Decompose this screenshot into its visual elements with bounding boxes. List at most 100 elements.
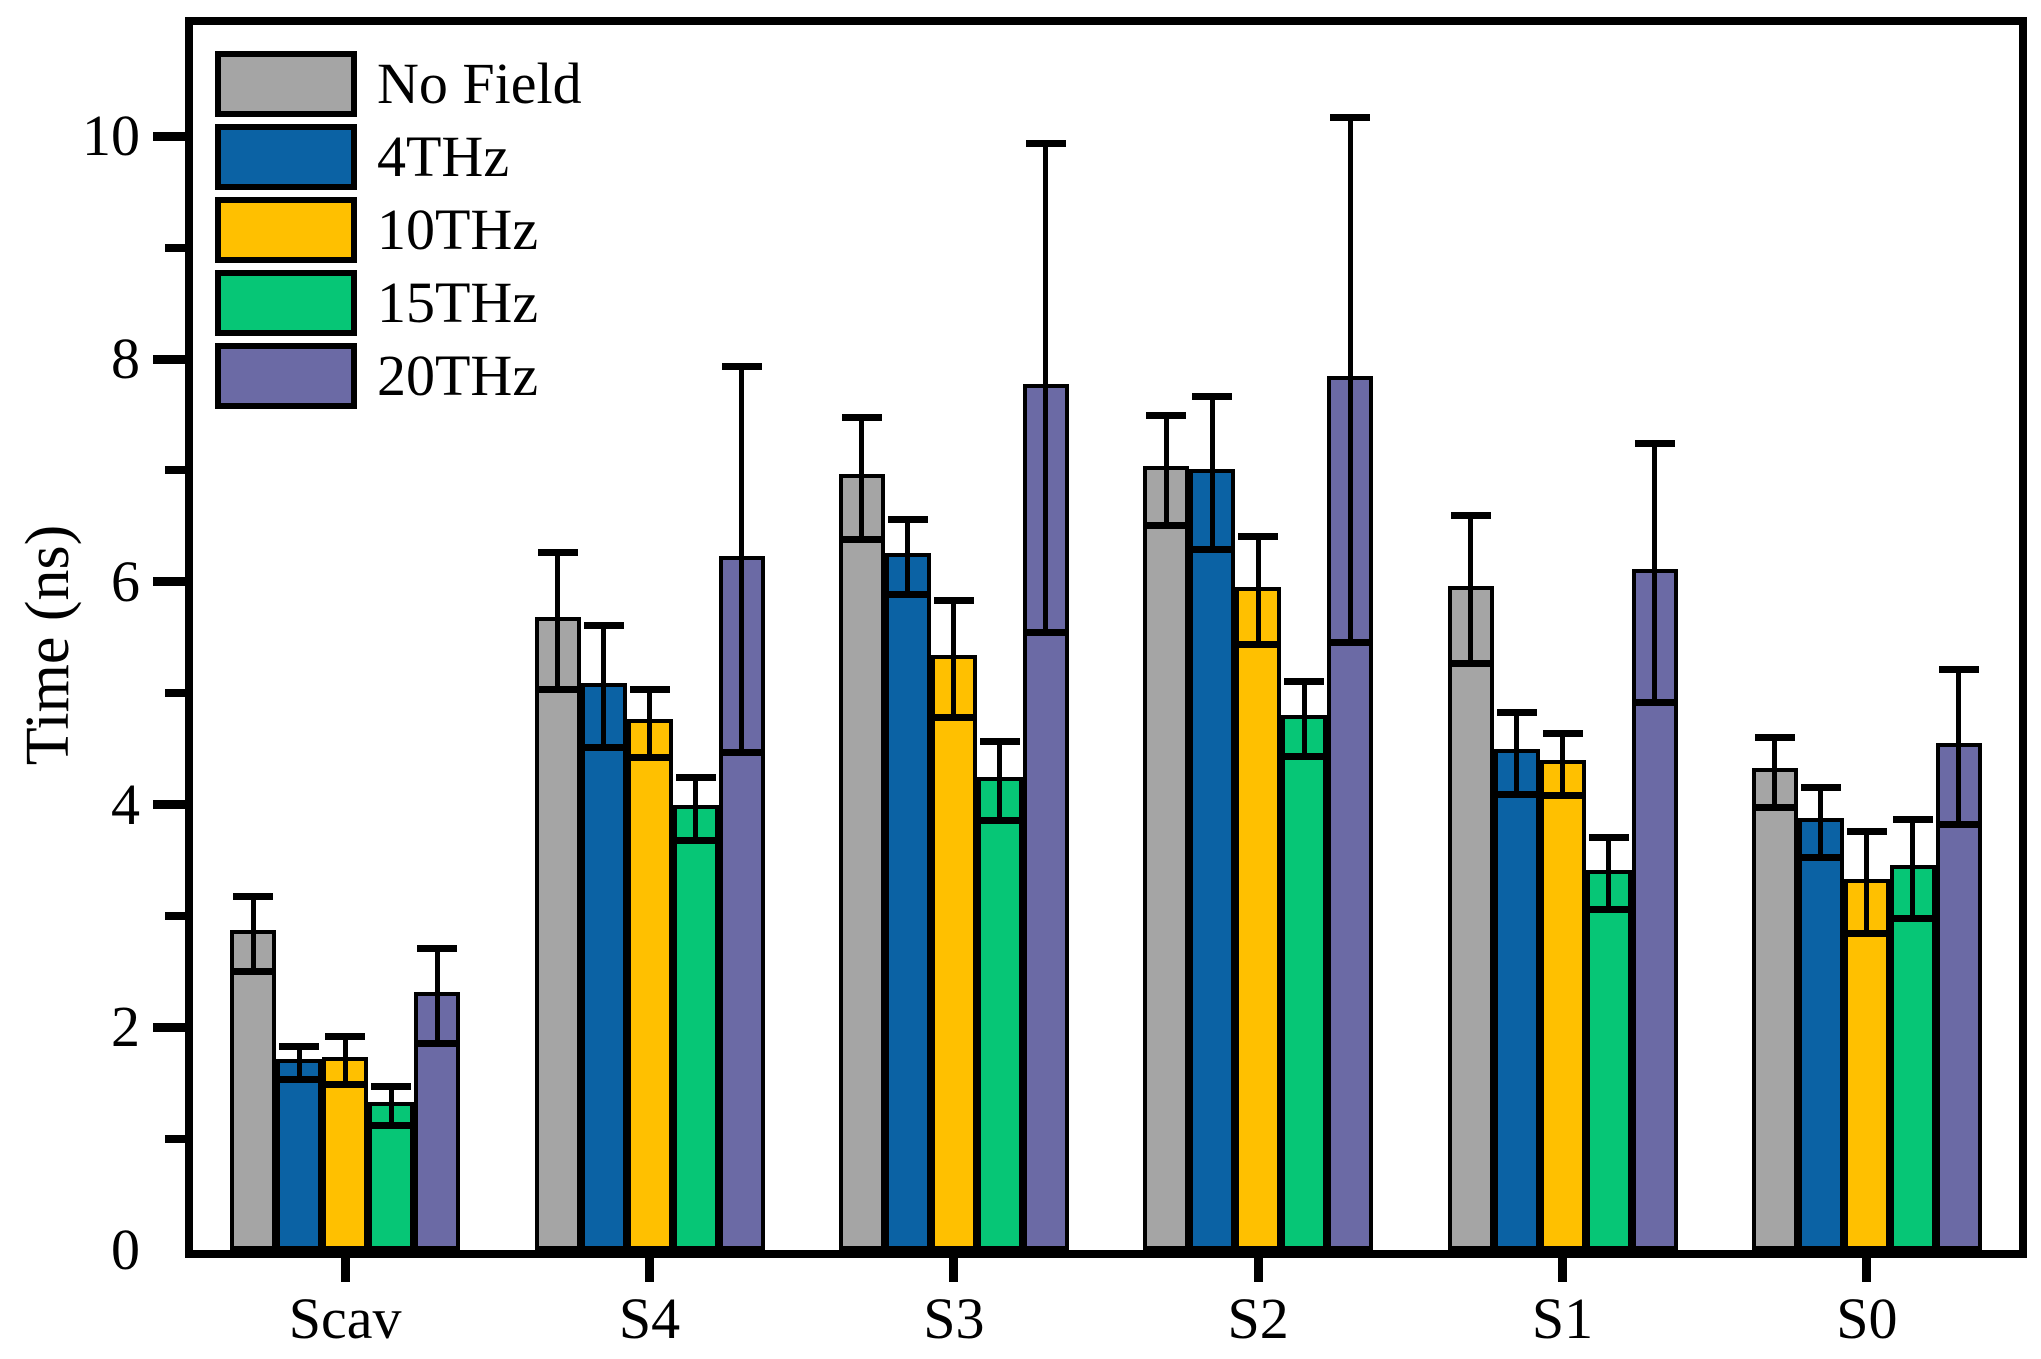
error-bar-cap-bottom xyxy=(675,837,716,845)
error-bar-line xyxy=(1301,680,1307,757)
legend-label: 10THz xyxy=(377,197,539,262)
y-axis-title: Time (ns) xyxy=(14,524,82,766)
bar-15thz-s4 xyxy=(672,805,719,1250)
error-bar-cap-bottom xyxy=(629,753,670,761)
legend-swatch-4thz xyxy=(215,123,357,190)
error-bar-cap-top xyxy=(887,516,928,524)
error-bar-cap-bottom xyxy=(1846,929,1887,937)
y-tick-label: 0 xyxy=(111,1217,140,1282)
error-bar-cap-top xyxy=(841,414,882,421)
error-bar-line xyxy=(1255,536,1261,646)
error-bar-line xyxy=(997,741,1003,822)
error-bar-line xyxy=(859,417,865,540)
error-bar-line xyxy=(388,1086,394,1127)
error-bar-cap-top xyxy=(721,362,762,370)
bar-4thz-scav xyxy=(276,1058,323,1250)
y-axis-tick-major xyxy=(153,800,185,810)
error-bar-cap-bottom xyxy=(887,591,928,599)
error-bar-cap-bottom xyxy=(841,535,882,543)
bar-15thz-s1 xyxy=(1585,869,1632,1250)
error-bar-cap-bottom xyxy=(583,743,624,751)
error-bar-cap-top xyxy=(1025,140,1066,148)
bar-no-field-s1 xyxy=(1447,585,1494,1250)
y-axis-tick-minor xyxy=(165,466,185,475)
bar-15thz-s0 xyxy=(1889,865,1936,1250)
x-category-label: S4 xyxy=(618,1286,681,1351)
error-bar-cap-bottom xyxy=(1542,791,1583,799)
error-bar-line xyxy=(1910,819,1916,920)
y-axis-tick-minor xyxy=(165,689,185,698)
error-bar-cap-top xyxy=(1496,709,1537,717)
x-category-label: S3 xyxy=(923,1286,985,1351)
bar-10thz-s1 xyxy=(1539,760,1586,1250)
error-bar-cap-top xyxy=(325,1033,366,1041)
error-bar-line xyxy=(1864,831,1870,934)
error-bar-cap-bottom xyxy=(325,1081,366,1089)
error-bar-cap-top xyxy=(233,892,274,900)
error-bar-cap-top xyxy=(583,622,624,630)
error-bar-cap-bottom xyxy=(1754,803,1795,811)
bar-4thz-s1 xyxy=(1493,749,1540,1250)
error-bar-cap-bottom xyxy=(1892,915,1933,923)
bar-no-field-s0 xyxy=(1751,768,1798,1250)
error-bar-cap-bottom xyxy=(1025,629,1066,637)
x-axis-tick xyxy=(1253,1252,1263,1282)
error-bar-cap-top xyxy=(1588,833,1629,841)
legend-row: 4THz xyxy=(215,123,582,190)
x-category-label: Scav xyxy=(288,1286,402,1351)
x-axis-tick xyxy=(1558,1252,1567,1282)
error-bar-line xyxy=(905,519,911,596)
error-bar-line xyxy=(951,599,957,718)
error-bar-line xyxy=(1209,395,1215,550)
x-axis-tick xyxy=(949,1252,959,1282)
x-axis-tick xyxy=(340,1252,350,1282)
error-bar-cap-top xyxy=(675,773,716,781)
error-bar-line xyxy=(1163,414,1169,527)
error-bar-cap-top xyxy=(1238,533,1279,541)
legend: No Field 4THz 10THz 15THz 20THz xyxy=(215,50,582,416)
error-bar-cap-bottom xyxy=(1496,790,1537,798)
x-category-label: S1 xyxy=(1531,1286,1594,1351)
y-axis-tick-major xyxy=(153,131,185,141)
error-bar-cap-top xyxy=(1800,783,1841,791)
error-bar-cap-bottom xyxy=(1938,820,1979,828)
error-bar-line xyxy=(601,625,606,748)
bar-no-field-s2 xyxy=(1143,466,1190,1250)
legend-label: 20THz xyxy=(377,343,539,408)
x-category-label: S0 xyxy=(1836,1286,1898,1351)
error-bar-line xyxy=(1347,117,1353,644)
y-axis-tick-minor xyxy=(165,1134,185,1143)
bar-10thz-s3 xyxy=(930,654,977,1250)
bar-4thz-s0 xyxy=(1797,818,1844,1250)
bar-no-field-s4 xyxy=(534,616,581,1250)
legend-swatch-10thz xyxy=(215,196,357,263)
error-bar-line xyxy=(1652,442,1657,704)
error-bar-line xyxy=(1956,668,1962,825)
error-bar-cap-bottom xyxy=(1284,752,1325,760)
error-bar-line xyxy=(342,1036,348,1086)
y-axis-tick-minor xyxy=(165,243,185,252)
legend-label: 15THz xyxy=(377,270,539,335)
legend-row: 20THz xyxy=(215,342,582,409)
error-bar-cap-top xyxy=(537,548,578,556)
error-bar-line xyxy=(1772,736,1778,808)
y-axis-tick-minor xyxy=(165,911,185,920)
error-bar-line xyxy=(1514,712,1519,795)
error-bar-cap-bottom xyxy=(1634,699,1675,707)
y-axis-tick-major xyxy=(153,577,185,587)
bar-4thz-s4 xyxy=(580,682,627,1250)
y-tick-label: 4 xyxy=(111,771,140,837)
bar-4thz-s2 xyxy=(1189,468,1236,1250)
bar-20thz-s3 xyxy=(1022,384,1069,1250)
error-bar-cap-top xyxy=(1192,392,1233,400)
error-bar-cap-bottom xyxy=(1146,522,1187,530)
legend-swatch-15thz xyxy=(215,269,357,336)
plot-area: No Field 4THz 10THz 15THz 20THz xyxy=(185,17,2027,1258)
error-bar-cap-bottom xyxy=(1330,639,1371,647)
error-bar-cap-top xyxy=(1634,439,1675,447)
legend-label: 4THz xyxy=(377,124,510,189)
error-bar-cap-bottom xyxy=(1588,906,1629,914)
error-bar-cap-top xyxy=(1892,816,1933,824)
error-bar-cap-top xyxy=(933,596,974,604)
error-bar-cap-top xyxy=(979,738,1020,746)
